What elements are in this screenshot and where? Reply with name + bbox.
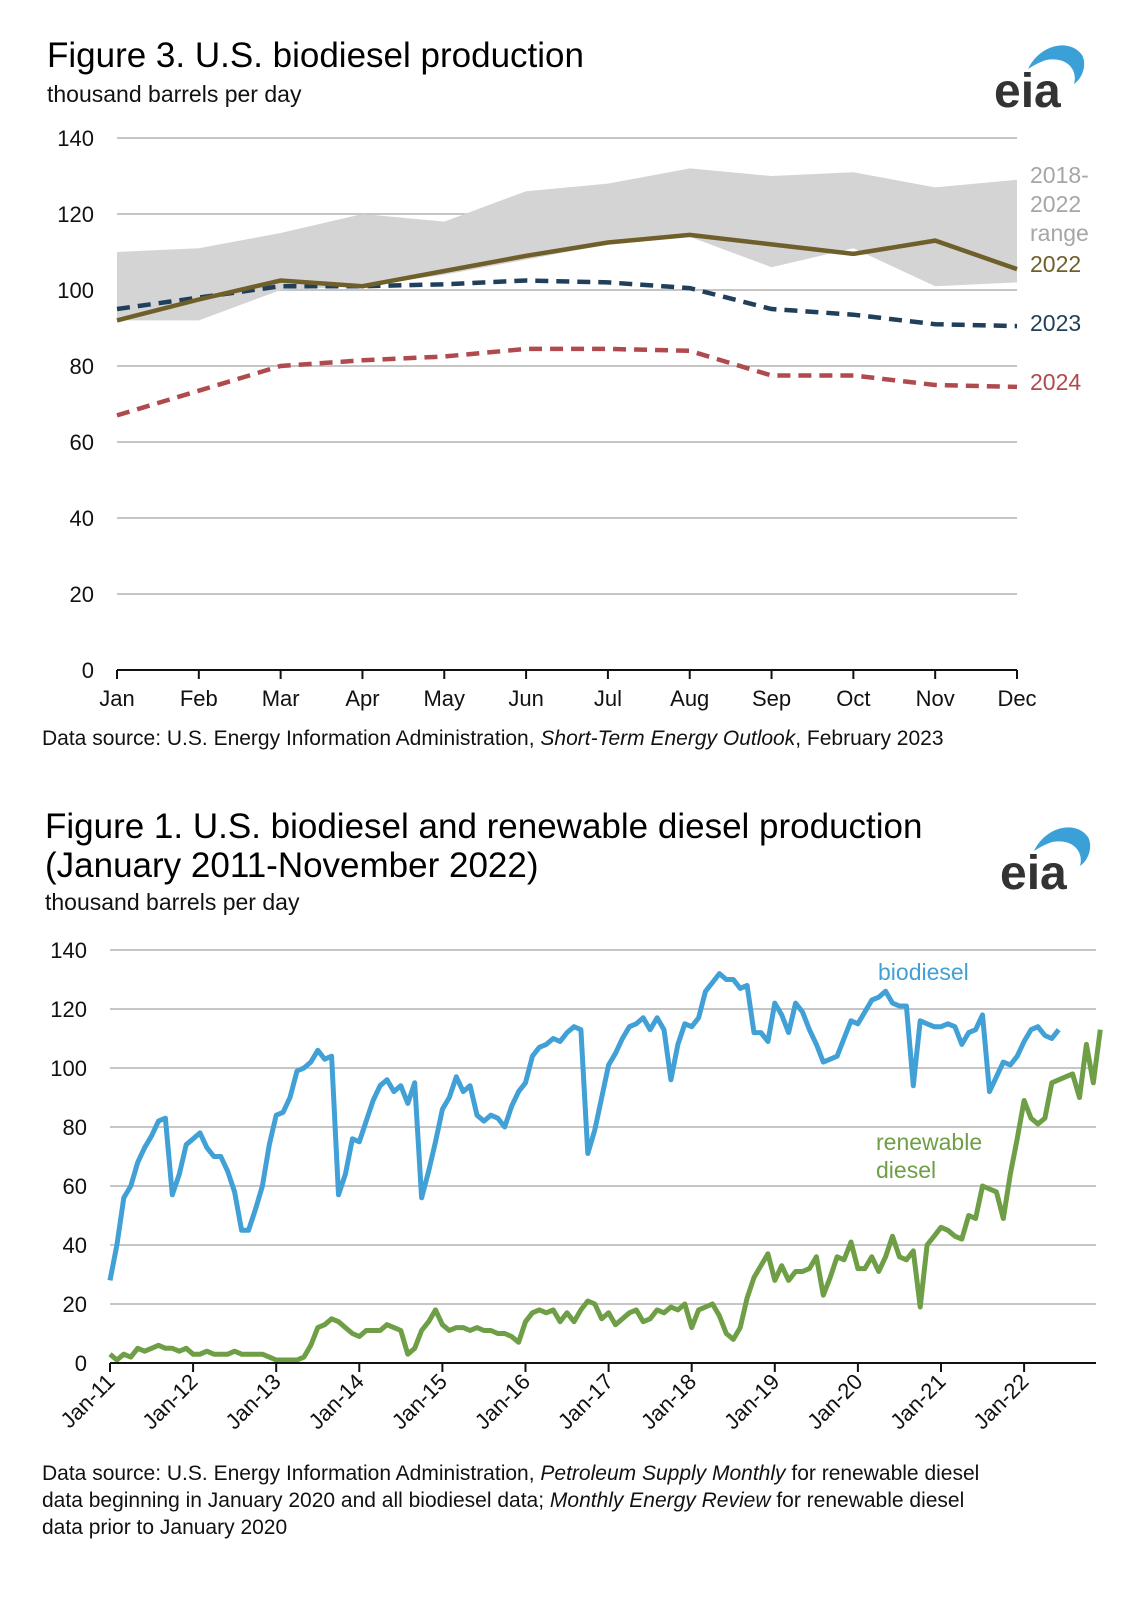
x-tick-label: Feb: [180, 686, 218, 711]
source-line1-suffix: for renewable diesel: [786, 1462, 980, 1485]
x-tick-label: Aug: [670, 686, 709, 711]
x-tick-label: Jan-12: [137, 1369, 202, 1434]
y-tick-label: 140: [50, 938, 87, 963]
y-tick-label: 80: [70, 354, 94, 379]
y-tick-label: 120: [50, 997, 87, 1022]
y-tick-label: 60: [70, 430, 94, 455]
y-tick-label: 100: [57, 278, 94, 303]
source-line1-prefix: Data source: U.S. Energy Information Adm…: [42, 1462, 540, 1485]
x-tick-label: Jan-13: [220, 1369, 285, 1434]
x-tick-label: Apr: [345, 686, 379, 711]
figure-3: Figure 3. U.S. biodiesel production thou…: [42, 36, 1089, 750]
renewable-diesel-line: [108, 1029, 1103, 1363]
figure-3-title: Figure 3. U.S. biodiesel production: [47, 36, 584, 75]
biodiesel-label: biodiesel: [878, 959, 969, 985]
figure-1-gridlines: [110, 949, 1096, 1305]
figure-3-y-axis: 0 20 40 60 80 100 120 140: [57, 126, 94, 683]
x-tick-label: Jan-19: [719, 1369, 784, 1434]
figure-3-x-axis: Jan Feb Mar Apr May Jun Jul Aug Sep Oct Nov Dec: [99, 670, 1037, 711]
figure-3-range-label: 2018- 2022 range: [1030, 162, 1089, 246]
y-tick-label: 140: [57, 126, 94, 151]
eia-logo-swoosh-icon: [1034, 827, 1091, 866]
x-tick-label: Jan-20: [802, 1369, 867, 1434]
x-tick-label: Jan-18: [636, 1369, 701, 1434]
x-tick-label: Nov: [916, 686, 955, 711]
range-label-line2: 2022: [1030, 191, 1081, 217]
y-tick-label: 40: [63, 1233, 87, 1258]
figure-3-units: thousand barrels per day: [47, 81, 302, 107]
x-tick-label: Jan-15: [387, 1369, 452, 1434]
x-tick-label: Jan-14: [304, 1369, 369, 1434]
x-tick-label: Jan-21: [885, 1369, 950, 1434]
series-2023-label: 2023: [1030, 310, 1081, 336]
x-tick-label: Jan-17: [553, 1369, 618, 1434]
series-2023-line: [116, 278, 1018, 329]
x-tick-label: Jan: [99, 686, 134, 711]
figure-1-units: thousand barrels per day: [45, 889, 300, 915]
source-line1: Data source: U.S. Energy Information Adm…: [42, 1462, 979, 1485]
y-tick-label: 80: [63, 1115, 87, 1140]
source-line2-italic: Monthly Energy Review: [550, 1489, 772, 1512]
source-line3: data prior to January 2020: [42, 1516, 287, 1539]
source-line2-suffix: for renewable diesel: [770, 1489, 964, 1512]
source-prefix: Data source: U.S. Energy Information Adm…: [42, 727, 540, 750]
figure-3-source: Data source: U.S. Energy Information Adm…: [42, 727, 944, 750]
x-tick-label: Jan-16: [470, 1369, 535, 1434]
y-tick-label: 100: [50, 1056, 87, 1081]
series-2022-label: 2022: [1030, 251, 1081, 277]
x-tick-label: Mar: [262, 686, 300, 711]
y-tick-label: 40: [70, 506, 94, 531]
figure-1: Figure 1. U.S. biodiesel and renewable d…: [42, 807, 1103, 1539]
x-tick-label: May: [423, 686, 465, 711]
source-line1-italic: Petroleum Supply Monthly: [540, 1462, 787, 1485]
series-2022-line: [116, 232, 1018, 323]
y-tick-label: 0: [82, 658, 94, 683]
figure-1-title-line1: Figure 1. U.S. biodiesel and renewable d…: [45, 807, 922, 846]
y-tick-label: 120: [57, 202, 94, 227]
renewable-diesel-label-line2: diesel: [876, 1157, 936, 1183]
series-2024-label: 2024: [1030, 369, 1081, 395]
figure-1-source: Data source: U.S. Energy Information Adm…: [42, 1462, 979, 1539]
source-suffix: , February 2023: [795, 727, 943, 750]
eia-logo-swoosh-icon: [1028, 45, 1085, 84]
x-tick-label: Jan-11: [55, 1369, 119, 1433]
eia-logo-text: eia: [994, 65, 1061, 118]
x-tick-label: Jun: [508, 686, 543, 711]
x-tick-label: Jul: [594, 686, 622, 711]
figure-1-y-axis: 0 20 40 60 80 100 120 140: [50, 938, 87, 1376]
x-tick-label: Sep: [752, 686, 791, 711]
eia-logo: eia: [994, 45, 1085, 118]
x-tick-label: Oct: [836, 686, 870, 711]
range-label-line3: range: [1030, 220, 1089, 246]
source-line2: data beginning in January 2020 and all b…: [42, 1489, 964, 1512]
source-italic: Short-Term Energy Outlook: [540, 727, 796, 750]
eia-logo: eia: [1000, 827, 1091, 900]
figure-1-x-axis: Jan-11 Jan-12 Jan-13 Jan-14 Jan-15 Jan-16 Jan-…: [55, 1363, 1034, 1434]
figure-1-title-line2: (January 2011-November 2022): [45, 846, 539, 885]
renewable-diesel-label-line1: renewable: [876, 1129, 982, 1155]
source-line2-prefix: data beginning in January 2020 and all b…: [42, 1489, 550, 1512]
series-2024-line: [116, 346, 1018, 418]
biodiesel-line: [107, 971, 1061, 1281]
y-tick-label: 20: [63, 1292, 87, 1317]
eia-logo-text: eia: [1000, 847, 1067, 900]
y-tick-label: 60: [63, 1174, 87, 1199]
figure-3-range-band: [117, 168, 1017, 321]
y-tick-label: 0: [75, 1351, 87, 1376]
y-tick-label: 20: [70, 582, 94, 607]
x-tick-label: Jan-22: [968, 1369, 1033, 1434]
range-label-line1: 2018-: [1030, 162, 1089, 188]
x-tick-label: Dec: [997, 686, 1036, 711]
